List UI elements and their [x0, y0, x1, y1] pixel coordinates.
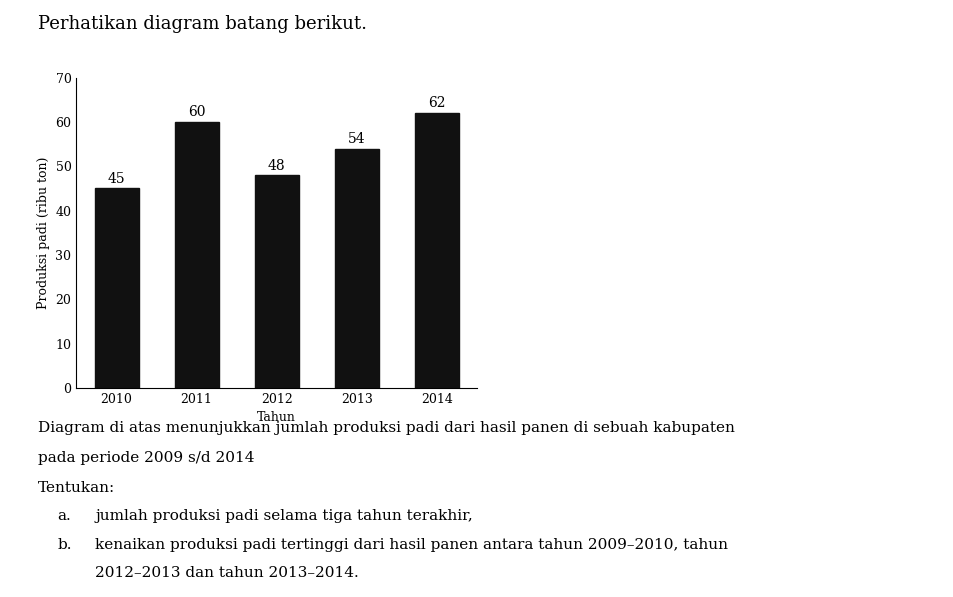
Text: 2012–2013 dan tahun 2013–2014.: 2012–2013 dan tahun 2013–2014.	[95, 566, 358, 580]
Text: Diagram di atas menunjukkan jumlah produksi padi dari hasil panen di sebuah kabu: Diagram di atas menunjukkan jumlah produ…	[38, 421, 734, 435]
Y-axis label: Produksi padi (ribu ton): Produksi padi (ribu ton)	[37, 156, 50, 309]
Bar	[415, 113, 458, 388]
Bar	[94, 189, 138, 388]
Text: a.: a.	[57, 509, 71, 522]
Text: jumlah produksi padi selama tiga tahun terakhir,: jumlah produksi padi selama tiga tahun t…	[95, 509, 473, 522]
Text: Perhatikan diagram batang berikut.: Perhatikan diagram batang berikut.	[38, 15, 367, 33]
Bar	[335, 149, 378, 388]
Text: 62: 62	[428, 97, 445, 110]
Text: 60: 60	[188, 105, 205, 119]
Text: b.: b.	[57, 538, 71, 552]
Text: 48: 48	[268, 159, 285, 173]
Text: 45: 45	[108, 172, 125, 186]
Text: kenaikan produksi padi tertinggi dari hasil panen antara tahun 2009–2010, tahun: kenaikan produksi padi tertinggi dari ha…	[95, 538, 728, 552]
X-axis label: Tahun: Tahun	[257, 411, 295, 424]
Text: Tentukan:: Tentukan:	[38, 481, 115, 494]
Text: 54: 54	[348, 132, 365, 146]
Bar	[254, 175, 298, 388]
Text: pada periode 2009 s/d 2014: pada periode 2009 s/d 2014	[38, 451, 254, 464]
Bar	[174, 122, 218, 388]
